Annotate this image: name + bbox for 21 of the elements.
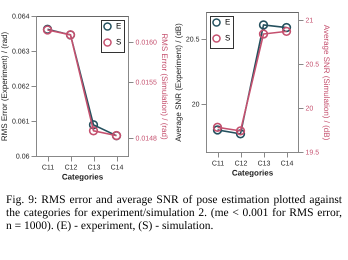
y-axis-title: Average SNR (Experiment) / (dB) — [174, 22, 183, 142]
point — [212, 122, 222, 132]
point — [236, 129, 246, 139]
y2-axis-title: RMS Error (Simulation) / (rad) — [160, 33, 169, 140]
point — [282, 22, 292, 32]
point — [212, 125, 222, 135]
point — [282, 26, 292, 36]
legend-label: E — [116, 22, 122, 30]
x-axis-title: Categories — [62, 172, 104, 182]
caption: Fig. 9: RMS error and average SNR of pose estimation plotted against the categories for experiment/simulation 2. (me < 0.001 for RMS error, n = 1000). (E) - experiment, (S) - simulation. — [6, 194, 342, 233]
point — [258, 29, 268, 39]
x-axis-title: Categories — [232, 168, 274, 178]
point — [236, 126, 246, 136]
y-axis-title: RMS Error (Experiment) / (rad) — [0, 31, 9, 142]
legend-label: E — [225, 18, 230, 26]
legend-label: S — [225, 34, 230, 42]
point — [88, 126, 98, 136]
point — [258, 20, 268, 30]
point — [88, 120, 98, 130]
y2-axis-title: Average SNR (Simulation) / (dB) — [322, 24, 332, 141]
legend-label: S — [116, 38, 122, 46]
